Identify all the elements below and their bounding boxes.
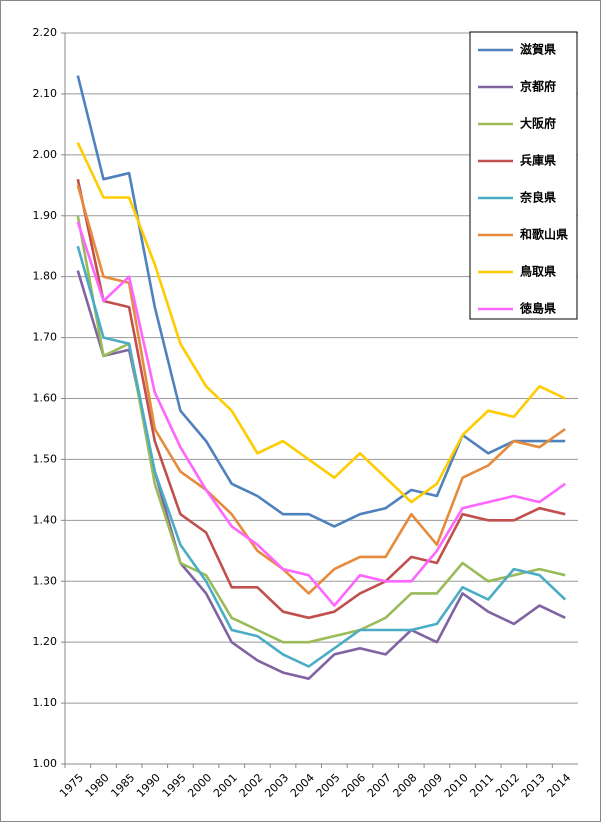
- series-line: [76, 178, 566, 620]
- y-tick-label: 1.80: [33, 270, 58, 283]
- legend-label: 鳥取県: [520, 264, 556, 279]
- y-tick-label: 1.00: [33, 757, 58, 770]
- y-tick-label: 2.10: [33, 87, 58, 100]
- y-tick-label: 1.70: [33, 331, 58, 344]
- series-line: [76, 245, 567, 668]
- series-line: [76, 142, 566, 504]
- legend-label: 大阪府: [520, 116, 556, 131]
- series-line: [76, 75, 566, 528]
- y-tick-label: 1.30: [33, 574, 58, 587]
- legend-label: 徳島県: [519, 301, 556, 316]
- y-tick-label: 1.40: [33, 513, 58, 526]
- y-tick-label: 1.10: [33, 696, 58, 709]
- series-line: [76, 184, 566, 595]
- legend-label: 京都府: [520, 79, 556, 94]
- y-tick-label: 1.60: [33, 392, 58, 405]
- legend-label: 兵庫県: [520, 153, 556, 168]
- legend-label: 滋賀県: [520, 42, 556, 57]
- legend-label: 和歌山県: [519, 227, 568, 242]
- y-tick-label: 2.00: [33, 148, 58, 161]
- y-tick-label: 1.20: [33, 635, 58, 648]
- y-tick-label: 2.20: [33, 26, 58, 39]
- lines: [76, 75, 567, 680]
- legend-label: 奈良県: [519, 190, 556, 205]
- series-line: [76, 215, 566, 644]
- series-line: [76, 221, 566, 607]
- y-tick-label: 1.90: [33, 209, 58, 222]
- y-tick-label: 1.50: [33, 452, 58, 465]
